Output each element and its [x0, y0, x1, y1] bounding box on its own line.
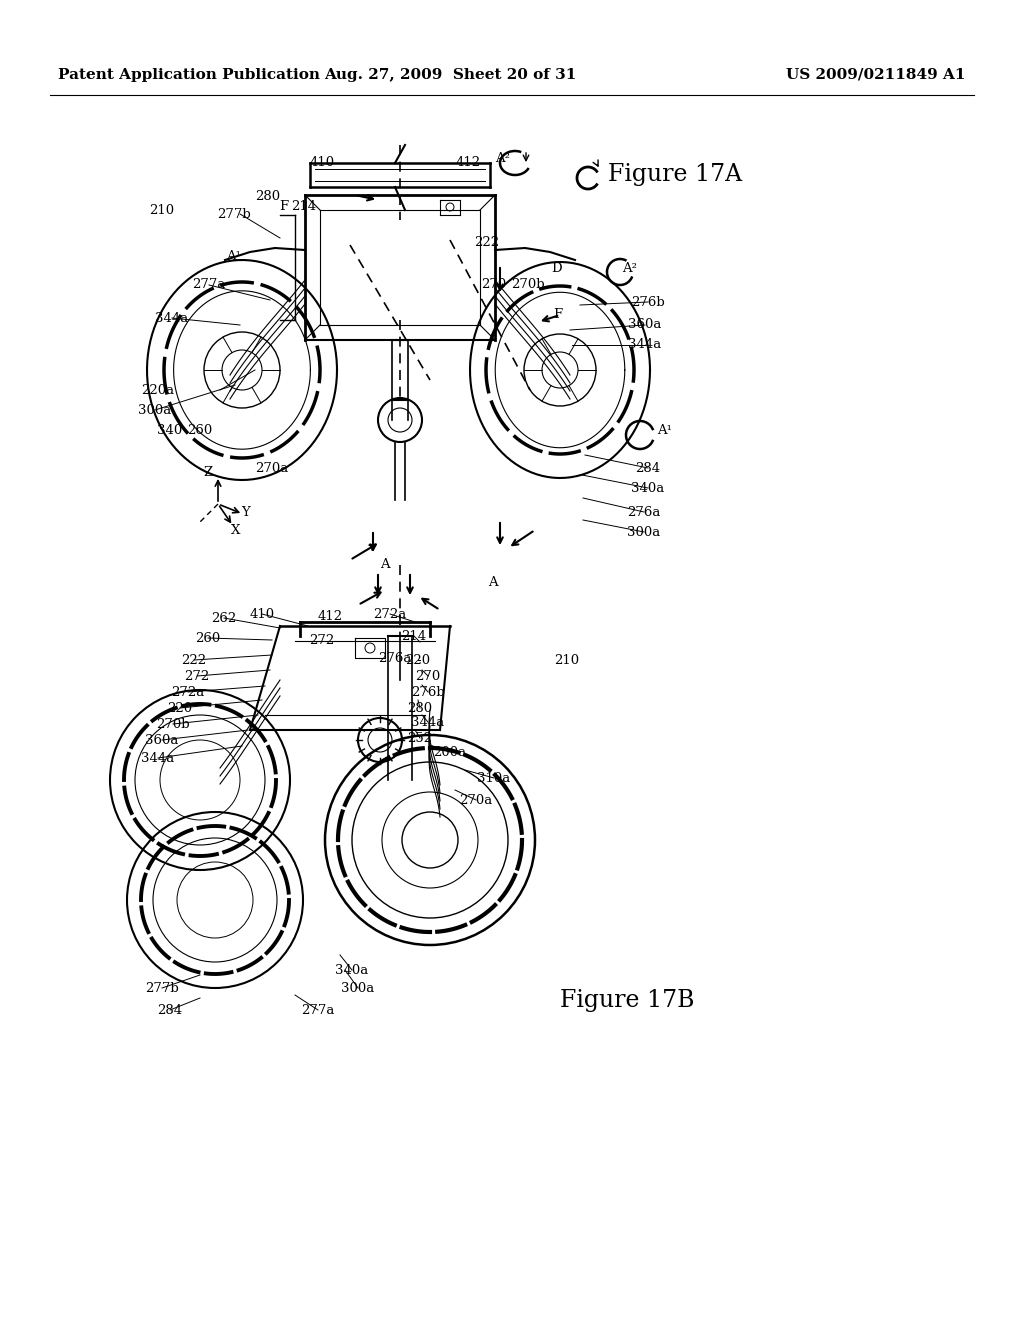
Text: 300a: 300a [628, 525, 660, 539]
Text: Figure 17B: Figure 17B [560, 989, 694, 1011]
Text: A²: A² [623, 261, 638, 275]
Text: 252: 252 [408, 731, 432, 744]
Text: 344a: 344a [629, 338, 662, 351]
Text: 270: 270 [481, 279, 507, 292]
Text: Z: Z [204, 466, 213, 479]
Text: 270b: 270b [157, 718, 189, 730]
Text: 276b: 276b [631, 296, 665, 309]
Text: 210: 210 [554, 653, 580, 667]
Text: 272: 272 [184, 669, 210, 682]
Text: 300a: 300a [341, 982, 375, 994]
Text: A: A [380, 558, 390, 572]
Text: 272a: 272a [171, 685, 205, 698]
Text: 344a: 344a [141, 751, 175, 764]
Text: 344a: 344a [412, 715, 444, 729]
Text: 220: 220 [168, 701, 193, 714]
Text: Patent Application Publication: Patent Application Publication [58, 69, 319, 82]
Text: 220a: 220a [141, 384, 174, 396]
Text: 270a: 270a [255, 462, 289, 474]
Text: 340a: 340a [632, 482, 665, 495]
Text: 340: 340 [158, 424, 182, 437]
Text: Y: Y [242, 506, 251, 519]
Text: 284: 284 [636, 462, 660, 474]
Text: 410: 410 [309, 156, 335, 169]
Text: 260: 260 [187, 424, 213, 437]
Text: 410: 410 [250, 607, 274, 620]
Text: 262: 262 [211, 611, 237, 624]
Text: 300a: 300a [138, 404, 172, 417]
Text: 277a: 277a [301, 1003, 335, 1016]
Text: X: X [231, 524, 241, 536]
Text: 200a: 200a [433, 746, 467, 759]
Text: 284: 284 [158, 1003, 182, 1016]
Text: 220: 220 [406, 653, 430, 667]
Text: A²: A² [496, 152, 511, 165]
Text: 222: 222 [181, 653, 207, 667]
Text: 214: 214 [292, 201, 316, 214]
Circle shape [402, 812, 458, 869]
Text: 344a: 344a [156, 312, 188, 325]
Text: F: F [280, 201, 289, 214]
Text: 210: 210 [150, 203, 174, 216]
Text: 270a: 270a [460, 793, 493, 807]
Text: 310a: 310a [477, 771, 511, 784]
Text: 412: 412 [317, 610, 343, 623]
Text: 272a: 272a [374, 607, 407, 620]
Text: 360a: 360a [629, 318, 662, 331]
Text: 270b: 270b [511, 279, 545, 292]
Text: US 2009/0211849 A1: US 2009/0211849 A1 [786, 69, 966, 82]
Text: 270: 270 [416, 669, 440, 682]
Text: 260: 260 [196, 631, 220, 644]
Text: D: D [552, 261, 562, 275]
Text: 280: 280 [255, 190, 281, 202]
Text: F: F [553, 309, 562, 322]
Text: A¹: A¹ [226, 249, 242, 263]
Text: 276b: 276b [411, 685, 444, 698]
Text: 276a: 276a [378, 652, 412, 664]
Text: 277b: 277b [217, 207, 251, 220]
Text: Aug. 27, 2009  Sheet 20 of 31: Aug. 27, 2009 Sheet 20 of 31 [324, 69, 577, 82]
Text: 276a: 276a [628, 506, 660, 519]
Text: 277a: 277a [193, 279, 225, 292]
Text: 277b: 277b [145, 982, 179, 994]
Text: 214: 214 [401, 630, 427, 643]
Text: A: A [488, 576, 498, 589]
Text: 272: 272 [309, 634, 335, 647]
Text: 412: 412 [456, 156, 480, 169]
Text: A¹: A¹ [657, 424, 673, 437]
Text: 340a: 340a [336, 964, 369, 977]
Text: 360a: 360a [145, 734, 178, 747]
Text: 222: 222 [474, 235, 500, 248]
Text: 280: 280 [408, 701, 432, 714]
Text: Figure 17A: Figure 17A [608, 164, 742, 186]
